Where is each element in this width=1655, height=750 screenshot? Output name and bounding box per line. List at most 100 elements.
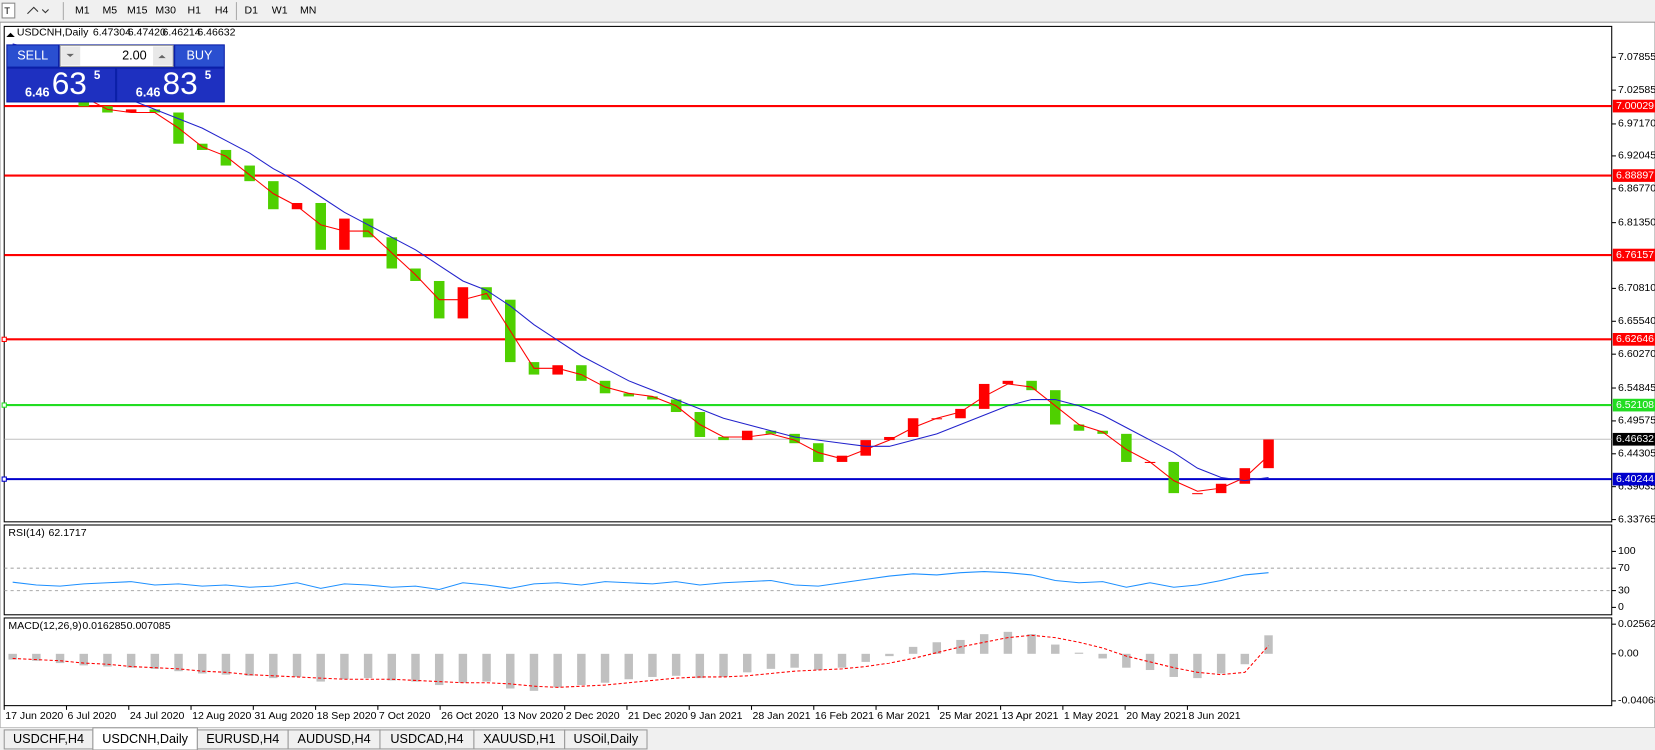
macd-bar — [1098, 653, 1107, 659]
price-level-label: 6.88897 — [1616, 169, 1654, 181]
macd-bar — [1122, 653, 1131, 668]
price-level-tag — [1612, 472, 1655, 486]
candle — [1002, 380, 1014, 384]
x-tick-label: 12 Aug 2020 — [192, 710, 251, 722]
macd-bar — [363, 653, 373, 679]
x-tick-label: 13 Nov 2020 — [503, 710, 563, 722]
timeframe-button[interactable]: W1 — [272, 4, 288, 16]
buy-price-box[interactable] — [117, 68, 224, 102]
macd-bar — [766, 653, 776, 669]
x-tick-label: 7 Oct 2020 — [379, 710, 431, 722]
ohlc-value: 6.47420 — [128, 27, 166, 39]
macd-bar — [198, 653, 207, 674]
tool-dropdown[interactable] — [27, 6, 49, 15]
tool-icon-glyph: T — [4, 6, 10, 17]
tab[interactable] — [564, 729, 648, 750]
tab-label[interactable]: USDCNH,Daily — [102, 732, 188, 746]
macd-bar — [648, 653, 657, 677]
y-tick-label: -0.040687 — [1618, 695, 1655, 707]
buy-button[interactable] — [175, 45, 224, 67]
macd-bar — [482, 653, 491, 682]
y-tick-label: 6.33765 — [1618, 513, 1655, 525]
sell-label[interactable]: SELL — [17, 48, 48, 62]
macd-bar — [245, 653, 254, 676]
macd-bar — [387, 653, 397, 681]
lot-value[interactable]: 2.00 — [122, 48, 147, 62]
sell-button[interactable] — [7, 45, 59, 67]
main-panel — [3, 25, 1613, 523]
timeframe-button[interactable]: M30 — [155, 4, 176, 16]
axes: 7.07855 7.02585 6.97170 6.92045 6.86770 6.813… — [1, 51, 1655, 722]
timeframe-button[interactable]: M1 — [75, 4, 90, 16]
symbol-header: USDCNH,Daily 6.473046.474206.462146.4663… — [6, 27, 236, 39]
tab-label[interactable]: XAUUSD,H1 — [483, 732, 555, 746]
macd-bar — [837, 653, 847, 668]
tool-icon[interactable] — [1, 2, 16, 19]
level-handle[interactable] — [1, 336, 7, 342]
buy-label[interactable]: BUY — [186, 48, 213, 62]
y-tick-label: 6.60270 — [1618, 348, 1655, 360]
sell-price-box[interactable] — [7, 68, 116, 102]
price-level-tag — [1612, 248, 1655, 262]
timeframe-button[interactable]: D1 — [244, 4, 258, 16]
tab-label[interactable]: AUDUSD,H4 — [298, 732, 371, 746]
macd-bar — [411, 653, 420, 682]
main-plot — [4, 43, 1612, 495]
macd-bar — [269, 653, 278, 679]
lot-input[interactable] — [59, 44, 174, 68]
macd-bar — [743, 653, 752, 673]
macd-bar — [695, 653, 705, 679]
candle — [623, 393, 635, 397]
candle — [718, 436, 729, 441]
candle — [1121, 433, 1132, 462]
buy-price-prefix: 6.46 — [136, 85, 161, 99]
tab-label[interactable]: USDCAD,H4 — [390, 732, 463, 746]
timeframe-button[interactable]: M15 — [127, 4, 148, 16]
rsi-current: 62.1717 — [49, 527, 87, 539]
y-tick-label: 7.02585 — [1618, 84, 1655, 96]
price-level-label: 6.76157 — [1616, 249, 1654, 261]
timeframe-button[interactable]: H4 — [215, 4, 229, 16]
macd-bar — [908, 646, 918, 654]
toolbar — [0, 0, 1655, 23]
timeframe-button[interactable]: H1 — [187, 4, 201, 16]
macd-current: 0.016285 — [82, 620, 126, 632]
candle — [765, 430, 777, 434]
x-tick-label: 6 Jul 2020 — [68, 710, 117, 722]
tab-label[interactable]: USOil,Daily — [574, 732, 639, 746]
rsi-title: RSI(14) — [8, 527, 44, 539]
candle — [149, 109, 161, 113]
y-tick-label: 0.025623 — [1618, 618, 1655, 630]
y-tick-label: 30 — [1618, 584, 1630, 596]
candle — [1168, 461, 1180, 494]
macd-bar — [506, 653, 515, 689]
timeframe-button[interactable]: M5 — [102, 4, 117, 16]
y-tick-label: 6.97170 — [1618, 118, 1655, 130]
lot-up-arrow — [158, 54, 166, 59]
x-tick-label: 2 Dec 2020 — [566, 710, 620, 722]
price-level-tag — [1612, 333, 1655, 346]
tab-label[interactable]: EURUSD,H4 — [206, 732, 279, 746]
macd-bar — [221, 653, 231, 675]
timeframe-button[interactable]: MN — [300, 4, 316, 16]
x-tick-label: 8 Jun 2021 — [1188, 710, 1240, 722]
x-tick-label: 24 Jul 2020 — [130, 710, 185, 722]
macd-bar — [126, 653, 136, 668]
macd-bar — [790, 653, 799, 668]
x-tick-label: 6 Mar 2021 — [877, 710, 930, 722]
macd-bar — [340, 653, 349, 680]
macd-bar — [8, 653, 17, 660]
price-level-label: 7.00029 — [1616, 100, 1654, 112]
price-level-tag — [1612, 398, 1655, 412]
level-handle[interactable] — [1, 402, 7, 408]
sell-price-prefix: 6.46 — [25, 85, 50, 99]
tab-label[interactable]: USDCHF,H4 — [13, 732, 84, 746]
macd-bar — [174, 653, 183, 672]
macd-bar — [861, 653, 870, 662]
ohlc-value: 6.46214 — [163, 27, 201, 39]
buy-price-sup: 5 — [205, 69, 212, 82]
macd-title: MACD(12,26,9) — [8, 620, 81, 632]
level-handle[interactable] — [1, 476, 7, 482]
